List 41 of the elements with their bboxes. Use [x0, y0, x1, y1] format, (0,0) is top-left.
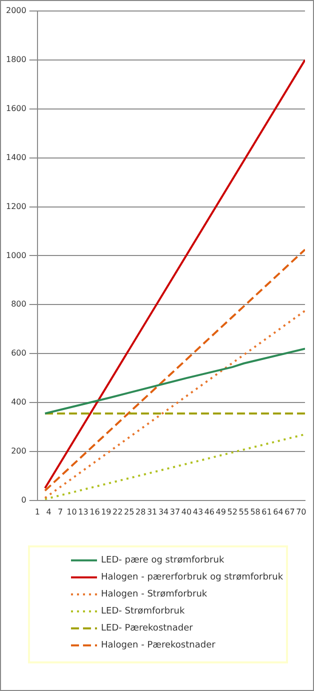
legend-label: Halogen - Strømforbruk: [101, 590, 208, 600]
legend-label: LED- pære og strømforbruk: [101, 556, 225, 566]
y-tick-label: 200: [11, 446, 26, 456]
x-tick-label: 40: [181, 507, 192, 516]
y-tick-label: 2000: [6, 6, 26, 16]
x-tick-label: 34: [158, 507, 169, 516]
x-tick-label: 49: [216, 507, 226, 516]
legend-label: Halogen - Pærekostnader: [101, 640, 216, 651]
y-tick-label: 1600: [6, 104, 26, 113]
x-tick-label: 16: [90, 507, 100, 516]
x-tick-label: 19: [101, 507, 112, 516]
legend-label: Halogen - pærerforbruk og strømforbruk: [101, 572, 284, 583]
y-tick-label: 800: [11, 300, 26, 309]
y-tick-label: 1800: [6, 55, 26, 64]
x-tick-label: 1: [34, 507, 40, 516]
x-tick-label: 46: [204, 507, 215, 516]
x-tick-label: 13: [78, 507, 88, 516]
x-tick-label: 43: [192, 507, 204, 516]
legend-label: LED- Pærekostnader: [101, 624, 194, 634]
x-tick-label: 31: [146, 507, 158, 516]
x-tick-label: 52: [227, 507, 238, 516]
x-tick-label: 55: [238, 507, 249, 516]
x-tick-label: 58: [250, 507, 260, 516]
y-tick-label: 600: [11, 348, 26, 358]
x-tick-label: 37: [170, 507, 180, 516]
x-tick-label: 4: [46, 507, 52, 516]
x-tick-label: 7: [58, 507, 63, 516]
x-tick-label: 28: [136, 507, 146, 516]
x-tick-label: 10: [66, 507, 77, 516]
x-tick-label: 67: [284, 507, 295, 516]
x-tick-label: 25: [124, 507, 134, 516]
legend-label: LED- Strømforbruk: [101, 606, 186, 617]
y-tick-label: 400: [11, 398, 26, 407]
y-tick-label: 1000: [6, 250, 26, 260]
x-tick-label: 22: [112, 507, 123, 516]
x-tick-label: 70: [296, 507, 306, 516]
y-tick-label: 0: [21, 495, 26, 504]
x-tick-label: 64: [273, 507, 284, 516]
y-tick-label: 1200: [6, 202, 26, 211]
x-tick-label: 61: [262, 507, 272, 516]
y-tick-label: 1400: [6, 152, 26, 162]
